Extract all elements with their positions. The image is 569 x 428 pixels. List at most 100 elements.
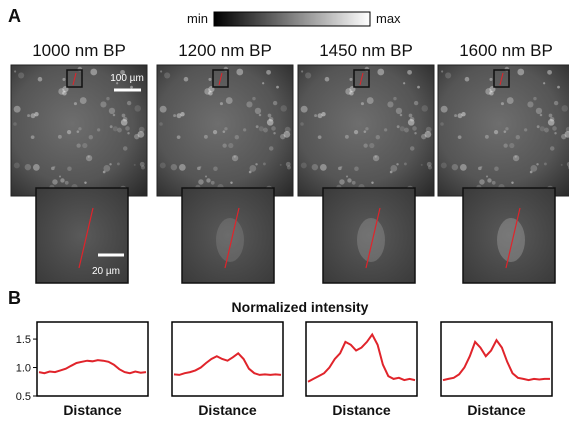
speckle bbox=[283, 131, 290, 138]
speckle bbox=[513, 155, 519, 161]
speckle bbox=[89, 135, 93, 139]
speckle bbox=[549, 114, 553, 118]
speckle bbox=[13, 122, 17, 126]
speckle bbox=[80, 97, 87, 104]
scale-label: 20 µm bbox=[92, 266, 120, 277]
speckle bbox=[509, 143, 514, 148]
speckle bbox=[536, 108, 542, 114]
speckle bbox=[160, 163, 166, 169]
speckle bbox=[346, 176, 348, 178]
speckle bbox=[544, 163, 547, 166]
speckle bbox=[485, 88, 492, 95]
speckle bbox=[51, 167, 55, 171]
speckle bbox=[301, 70, 303, 72]
speckle bbox=[550, 146, 555, 151]
speckle bbox=[345, 88, 352, 95]
speckle bbox=[354, 167, 359, 172]
speckle bbox=[249, 171, 252, 174]
speckle bbox=[67, 167, 72, 172]
speckle bbox=[263, 128, 268, 133]
speckle bbox=[540, 114, 543, 117]
speckle bbox=[137, 131, 144, 138]
speckle bbox=[204, 135, 208, 139]
speckle bbox=[554, 132, 556, 134]
speckle bbox=[67, 130, 71, 134]
speckle bbox=[230, 182, 232, 184]
speckle bbox=[412, 126, 417, 131]
speckle bbox=[364, 130, 367, 133]
image-title: 1000 nm BP bbox=[32, 41, 126, 60]
microscopy-image bbox=[438, 65, 569, 196]
speckle bbox=[314, 114, 317, 117]
speckle bbox=[224, 127, 227, 130]
speckle bbox=[486, 176, 488, 178]
speckle bbox=[557, 86, 560, 89]
panel-label: A bbox=[8, 6, 21, 26]
speckle bbox=[494, 167, 499, 172]
speckle bbox=[312, 164, 318, 170]
speckle bbox=[301, 163, 307, 169]
speckle bbox=[347, 178, 351, 182]
panel-label: B bbox=[8, 288, 21, 308]
speckle bbox=[180, 112, 184, 116]
speckle bbox=[300, 122, 304, 126]
speckle bbox=[507, 97, 514, 104]
speckle bbox=[339, 179, 344, 184]
speckle bbox=[363, 143, 367, 147]
speckle bbox=[504, 130, 507, 133]
speckle bbox=[173, 114, 176, 117]
speckle bbox=[135, 105, 142, 112]
speckle bbox=[266, 70, 271, 75]
x-axis-label: Distance bbox=[332, 402, 391, 418]
speckle bbox=[427, 162, 432, 167]
speckle bbox=[236, 69, 243, 76]
speckle bbox=[160, 70, 162, 72]
speckle bbox=[213, 167, 218, 172]
speckle bbox=[109, 163, 111, 165]
speckle bbox=[232, 155, 238, 161]
speckle bbox=[410, 146, 415, 151]
speckle bbox=[301, 106, 308, 113]
speckle bbox=[267, 119, 274, 126]
speckle bbox=[127, 132, 129, 134]
speckle bbox=[273, 101, 277, 105]
speckle bbox=[100, 101, 106, 107]
plot-frame bbox=[172, 322, 283, 396]
speckle bbox=[414, 101, 418, 105]
speckle bbox=[262, 82, 264, 84]
speckle bbox=[407, 70, 412, 75]
speckle bbox=[27, 114, 30, 117]
speckle bbox=[445, 72, 451, 78]
image-title: 1200 nm BP bbox=[178, 41, 272, 60]
speckle bbox=[424, 131, 431, 138]
speckle bbox=[276, 86, 279, 89]
speckle bbox=[113, 126, 118, 131]
speckle bbox=[222, 143, 226, 147]
speckle bbox=[226, 97, 233, 104]
x-axis-label: Distance bbox=[467, 402, 526, 418]
speckle bbox=[517, 69, 524, 76]
colorbar-max: max bbox=[376, 11, 401, 26]
speckle bbox=[494, 130, 498, 134]
speckle bbox=[365, 127, 368, 130]
panel-title: Normalized intensity bbox=[232, 299, 369, 315]
speckle bbox=[256, 125, 259, 128]
speckle bbox=[354, 130, 358, 134]
speckle bbox=[223, 130, 226, 133]
speckle bbox=[397, 125, 400, 128]
y-tick-label: 1.5 bbox=[16, 334, 31, 346]
speckle bbox=[460, 164, 467, 171]
speckle bbox=[197, 167, 201, 171]
speckle bbox=[177, 135, 181, 139]
speckle bbox=[220, 102, 223, 105]
colorbar bbox=[214, 12, 370, 26]
speckle bbox=[58, 135, 62, 139]
speckle bbox=[78, 127, 81, 130]
speckle bbox=[503, 143, 507, 147]
speckle bbox=[140, 162, 145, 167]
speckle bbox=[60, 178, 64, 182]
speckle bbox=[38, 77, 43, 82]
speckle bbox=[86, 155, 92, 161]
speckle bbox=[14, 163, 20, 169]
inset-glow bbox=[357, 218, 385, 262]
